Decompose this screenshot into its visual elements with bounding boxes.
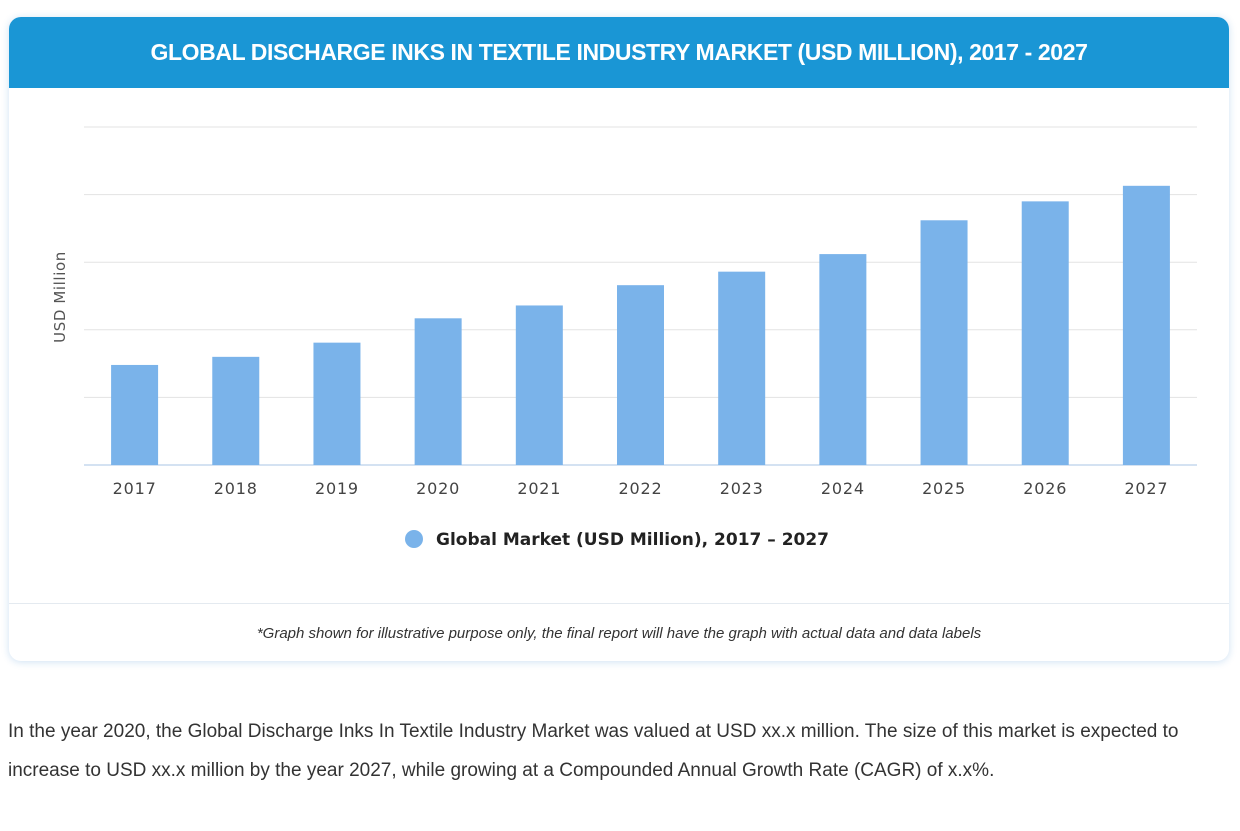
legend-marker xyxy=(405,530,423,548)
bar-2022[interactable] xyxy=(617,285,664,465)
legend-label: Global Market (USD Million), 2017 – 2027 xyxy=(436,530,829,550)
x-tick-label: 2021 xyxy=(517,479,561,498)
x-tick-label: 2023 xyxy=(720,479,764,498)
x-tick-label: 2027 xyxy=(1124,479,1168,498)
x-tick-label: 2018 xyxy=(214,479,258,498)
x-tick-label: 2022 xyxy=(619,479,663,498)
y-axis-label: USD Million xyxy=(51,251,69,343)
illustrative-footnote: *Graph shown for illustrative purpose on… xyxy=(256,625,982,642)
bar-2023[interactable] xyxy=(718,271,766,465)
legend[interactable]: Global Market (USD Million), 2017 – 2027 xyxy=(405,530,829,550)
chart-card: GLOBAL DISCHARGE INKS IN TEXTILE INDUSTR… xyxy=(9,17,1229,661)
bars xyxy=(111,185,1170,466)
bar-2025[interactable] xyxy=(920,220,968,465)
x-tick-label: 2019 xyxy=(315,479,359,498)
bar-2020[interactable] xyxy=(414,318,462,465)
x-tick-label: 2025 xyxy=(922,479,966,498)
bar-2019[interactable] xyxy=(313,342,361,465)
bar-2027[interactable] xyxy=(1122,185,1170,465)
chart-header: GLOBAL DISCHARGE INKS IN TEXTILE INDUSTR… xyxy=(9,17,1229,88)
chart-title: GLOBAL DISCHARGE INKS IN TEXTILE INDUSTR… xyxy=(150,39,1088,65)
bar-2017[interactable] xyxy=(111,364,159,465)
bar-2026[interactable] xyxy=(1021,201,1069,466)
bar-chart: 2017 2018 2019 2020 2021 2022 2023 2024 2025 2026… xyxy=(51,126,1197,550)
bar-2018[interactable] xyxy=(212,356,260,465)
market-description: In the year 2020, the Global Discharge I… xyxy=(8,721,1179,781)
bar-2021[interactable] xyxy=(515,305,563,465)
x-tick-label: 2020 xyxy=(416,479,460,498)
x-tick-label: 2017 xyxy=(113,479,157,498)
x-tick-label: 2024 xyxy=(821,479,865,498)
x-tick-label: 2026 xyxy=(1023,479,1067,498)
x-tick-labels: 2017 2018 2019 2020 2021 2022 2023 2024 2025 2026… xyxy=(113,479,1168,498)
footer-divider xyxy=(9,603,1229,604)
bar-2024[interactable] xyxy=(819,254,867,465)
